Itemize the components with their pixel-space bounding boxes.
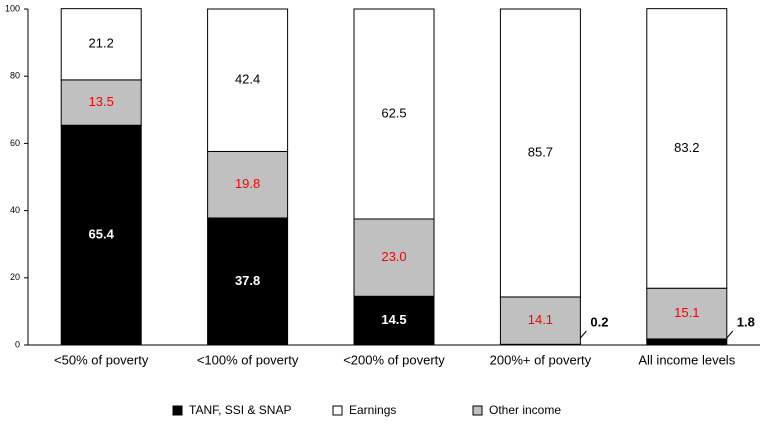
- value-label: 0.2: [590, 314, 608, 329]
- value-label: 42.4: [235, 72, 260, 87]
- y-tick-label: 60: [10, 138, 20, 148]
- value-label: 19.8: [235, 176, 260, 191]
- x-tick-label: 200%+ of poverty: [490, 352, 592, 367]
- value-label: 15.1: [674, 305, 699, 320]
- y-tick-label: 100: [5, 3, 20, 13]
- value-label: 1.8: [737, 314, 755, 329]
- value-label: 85.7: [528, 144, 553, 159]
- bar-segment: [499, 296, 581, 345]
- x-tick-label: <100% of poverty: [197, 352, 299, 367]
- bar-segment: [646, 287, 728, 340]
- y-tick-label: 0: [15, 339, 20, 349]
- value-label: 62.5: [381, 105, 406, 120]
- bar-segment: [646, 338, 728, 346]
- bar-segment: [353, 218, 435, 297]
- bar-segment: [60, 124, 142, 346]
- legend-swatch: [332, 405, 343, 416]
- value-label: 37.8: [235, 273, 260, 288]
- bar-segment: [207, 217, 289, 346]
- bar-segment: [207, 8, 289, 152]
- bar-segment: [60, 79, 142, 126]
- value-label: 14.5: [381, 312, 406, 327]
- value-label: 14.1: [528, 312, 553, 327]
- value-label: 65.4: [89, 227, 115, 242]
- x-tick-label: <50% of poverty: [54, 352, 149, 367]
- legend-label: Other income: [489, 403, 561, 417]
- value-label: 83.2: [674, 140, 699, 155]
- x-tick-label: All income levels: [638, 352, 735, 367]
- value-label: 21.2: [89, 36, 114, 51]
- bar-segment: [207, 150, 289, 219]
- legend-swatch: [472, 405, 483, 416]
- bar-segment: [353, 8, 435, 220]
- legend-swatch: [172, 405, 183, 416]
- legend-label: Earnings: [349, 403, 396, 417]
- y-tick-label: 80: [10, 71, 20, 81]
- y-tick-label: 40: [10, 205, 20, 215]
- legend-label: TANF, SSI & SNAP: [189, 403, 291, 417]
- y-tick-label: 20: [10, 272, 20, 282]
- value-label: 13.5: [89, 94, 114, 109]
- bar-segment: [499, 8, 581, 298]
- x-tick-label: <200% of poverty: [343, 352, 445, 367]
- value-label: 23.0: [381, 249, 406, 264]
- bar-segment: [60, 8, 142, 81]
- bar-segment: [646, 8, 728, 289]
